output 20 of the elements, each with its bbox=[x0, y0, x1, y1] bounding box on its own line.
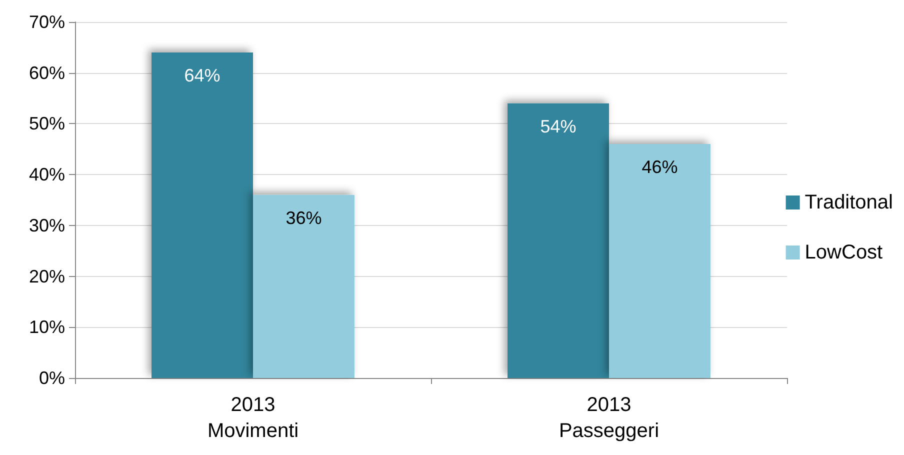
y-tick-label: 10% bbox=[28, 317, 65, 338]
legend-label: LowCost bbox=[804, 242, 884, 264]
data-label: 54% bbox=[540, 116, 576, 136]
data-label: 36% bbox=[286, 208, 322, 228]
bar bbox=[253, 194, 354, 378]
y-tick-label: 70% bbox=[28, 12, 65, 32]
y-tick-label: 30% bbox=[28, 215, 65, 236]
x-tick-label: 2013 Passeggeri bbox=[558, 394, 660, 442]
data-label: 64% bbox=[184, 66, 220, 86]
legend-label: Traditonal bbox=[804, 192, 894, 214]
y-tick-label: 60% bbox=[28, 62, 65, 83]
y-tick-label: 40% bbox=[28, 164, 65, 185]
data-label: 46% bbox=[642, 157, 678, 178]
x-tick-label: 2013 Movimenti bbox=[207, 394, 299, 442]
bar bbox=[508, 103, 609, 378]
bar bbox=[609, 144, 710, 378]
y-tick-label: 50% bbox=[28, 114, 65, 134]
y-tick-label: 20% bbox=[28, 266, 65, 286]
y-tick-label: 0% bbox=[38, 368, 65, 388]
bar bbox=[152, 52, 253, 378]
